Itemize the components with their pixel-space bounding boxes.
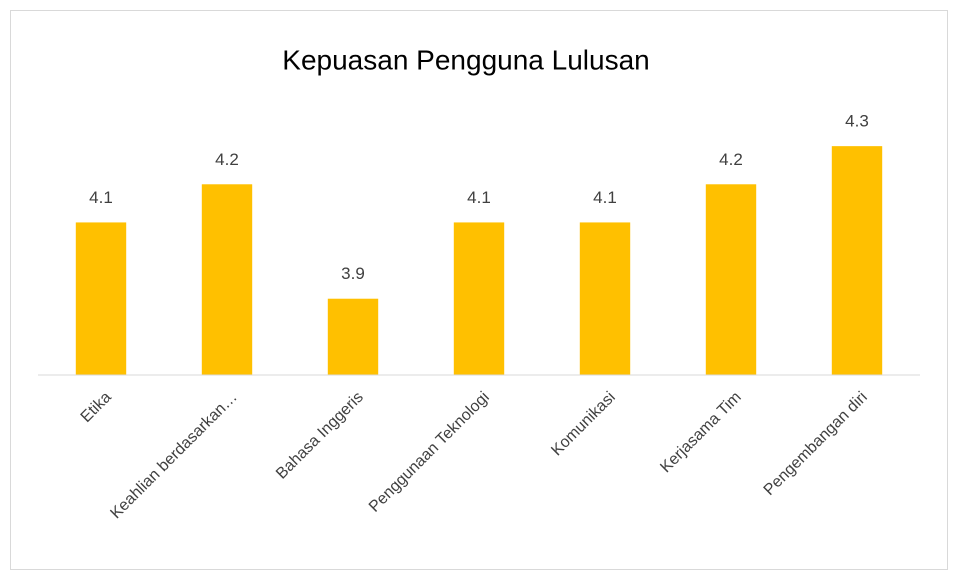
bar <box>75 222 127 375</box>
chart-title: Kepuasan Pengguna Lulusan <box>282 44 649 75</box>
bar <box>579 222 631 375</box>
data-label: 4.1 <box>89 188 113 207</box>
bar <box>201 184 253 375</box>
bar <box>327 298 379 375</box>
data-label: 4.1 <box>467 188 491 207</box>
data-label: 4.2 <box>215 150 239 169</box>
bar <box>705 184 757 375</box>
bar <box>831 146 883 375</box>
bar <box>453 222 505 375</box>
data-label: 4.2 <box>719 150 743 169</box>
data-label: 4.3 <box>845 112 869 131</box>
data-label: 4.1 <box>593 188 617 207</box>
data-label: 3.9 <box>341 264 365 283</box>
